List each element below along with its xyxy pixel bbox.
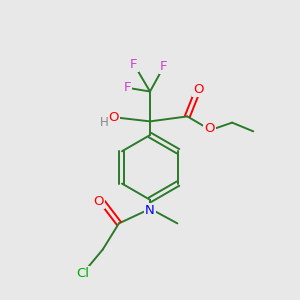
Text: H: H xyxy=(100,116,108,129)
Text: O: O xyxy=(94,194,104,208)
Text: F: F xyxy=(160,60,167,73)
Text: O: O xyxy=(193,82,204,95)
Text: F: F xyxy=(130,58,138,70)
Text: Cl: Cl xyxy=(76,267,89,280)
Text: N: N xyxy=(145,205,155,218)
Text: O: O xyxy=(108,111,119,124)
Text: F: F xyxy=(124,81,131,94)
Text: O: O xyxy=(205,122,215,135)
